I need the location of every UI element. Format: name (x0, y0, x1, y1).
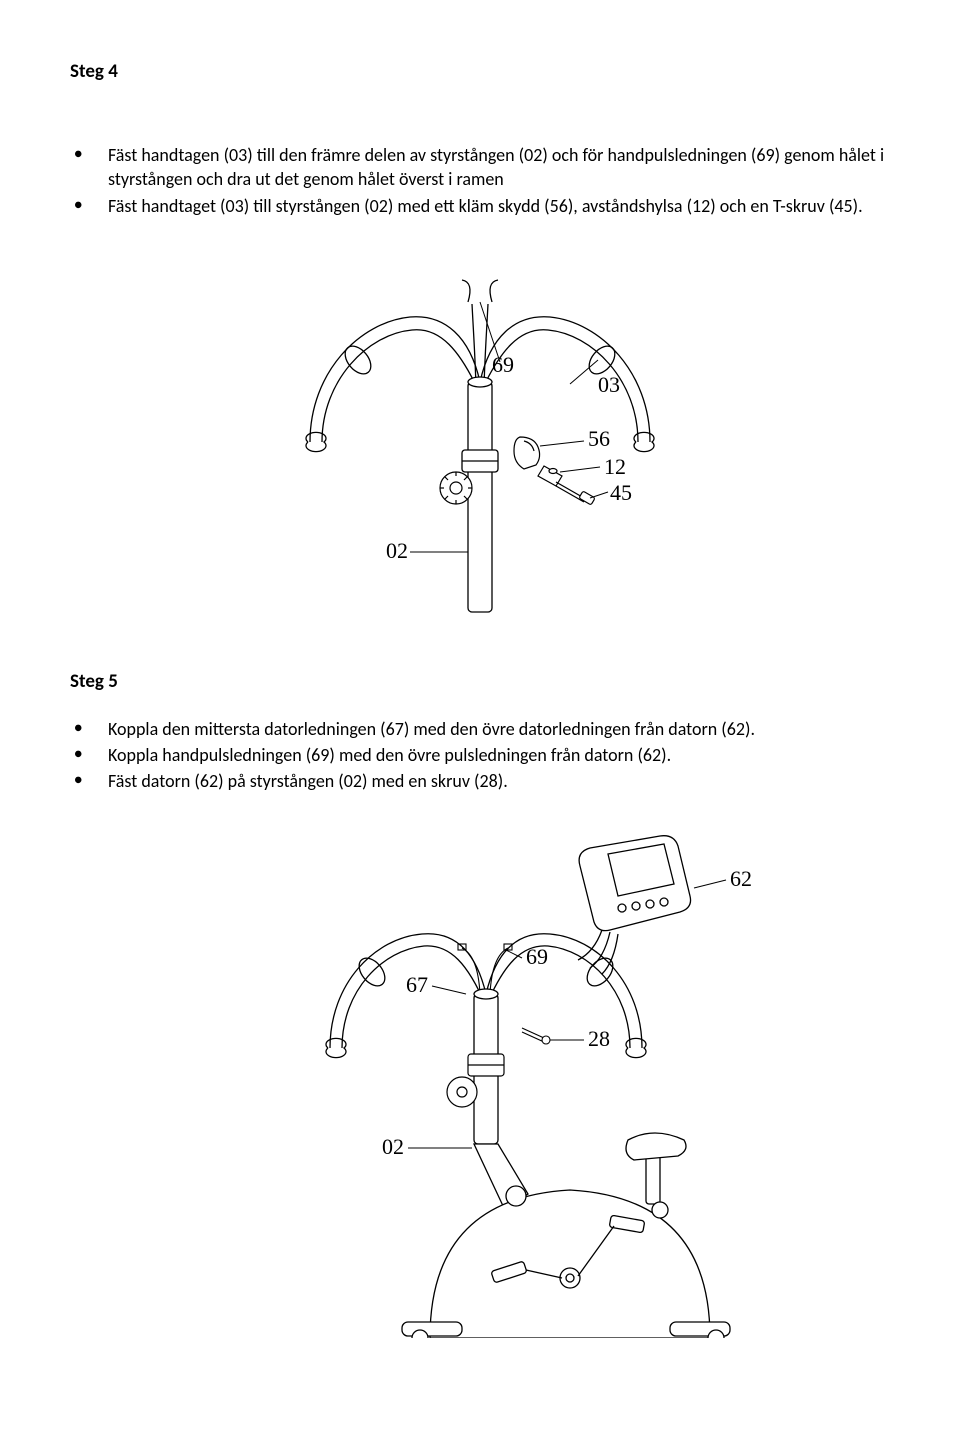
step4-callout-45: 45 (610, 480, 632, 505)
step5-callout-62: 62 (730, 866, 752, 891)
step5-callout-28: 28 (588, 1026, 610, 1051)
step4-bullet-1: Fäst handtagen (03) till den främre dele… (70, 143, 890, 192)
step4-callout-12: 12 (604, 454, 626, 479)
step5-bullet-3: Fäst datorn (62) på styrstången (02) med… (70, 769, 890, 793)
step4-bullets: Fäst handtagen (03) till den främre dele… (70, 143, 890, 218)
step5-bullet-1: Koppla den mittersta datorledningen (67)… (70, 717, 890, 741)
step4-callout-56: 56 (588, 426, 610, 451)
step4-callout-03: 03 (598, 372, 620, 397)
step5-heading: Steg 5 (70, 670, 890, 693)
step4-callout-69: 69 (492, 352, 514, 377)
step5-callout-02: 02 (382, 1134, 404, 1159)
step4-heading: Steg 4 (70, 60, 890, 83)
step5-bullets: Koppla den mittersta datorledningen (67)… (70, 717, 890, 794)
step5-callout-69: 69 (526, 944, 548, 969)
step4-callout-02: 02 (386, 538, 408, 563)
step4-bullet-2: Fäst handtaget (03) till styrstången (02… (70, 194, 890, 218)
step4-figure: 69 03 56 12 45 02 (70, 242, 890, 642)
step5-bullet-2: Koppla handpulsledningen (69) med den öv… (70, 743, 890, 767)
step5-callout-67: 67 (406, 972, 428, 997)
step5-figure: 62 69 67 28 02 (70, 818, 890, 1338)
